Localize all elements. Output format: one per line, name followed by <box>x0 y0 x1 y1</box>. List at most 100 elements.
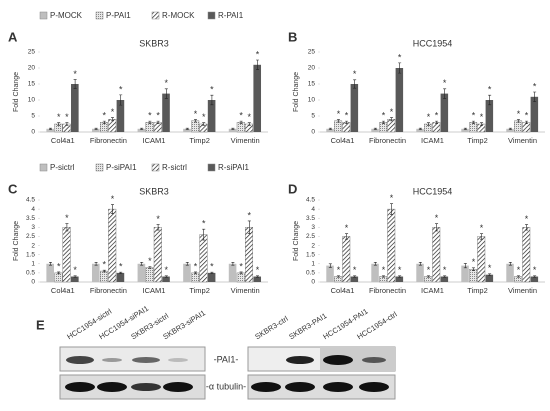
error-bar <box>193 271 197 275</box>
band <box>362 357 386 363</box>
error-bar <box>516 275 520 278</box>
significance-star: * <box>156 214 160 224</box>
significance-star: * <box>480 223 484 233</box>
significance-star: * <box>382 265 386 275</box>
error-bar <box>353 275 357 278</box>
bar <box>387 118 396 133</box>
band <box>97 382 127 392</box>
y-tick-label: 5 <box>31 113 35 120</box>
y-tick-label: 2.5 <box>306 233 315 240</box>
error-bar <box>426 275 430 278</box>
significance-star: * <box>111 194 115 204</box>
bar <box>334 276 343 283</box>
bar <box>207 100 216 132</box>
error-bar <box>202 228 206 241</box>
band <box>65 382 95 392</box>
error-bar <box>65 122 69 126</box>
legend-swatch <box>95 163 104 172</box>
legend-label: R-siPAI1 <box>218 163 250 172</box>
error-bar <box>508 262 512 266</box>
bar <box>371 263 379 282</box>
significance-star: * <box>345 110 349 120</box>
significance-star: * <box>390 193 394 203</box>
legend-swatch <box>151 11 160 20</box>
error-bar <box>247 220 251 235</box>
y-axis-title: Fold Change <box>293 221 300 261</box>
error-bar <box>488 94 492 106</box>
bar <box>137 128 146 132</box>
error-bar <box>525 120 529 124</box>
significance-star: * <box>443 78 447 88</box>
bar <box>485 100 494 132</box>
error-bar <box>185 127 189 130</box>
significance-star: * <box>202 112 206 122</box>
band <box>285 382 315 392</box>
significance-star: * <box>398 52 402 62</box>
error-bar <box>398 275 402 278</box>
error-bar <box>164 275 168 278</box>
band <box>131 383 161 391</box>
significance-star: * <box>337 265 341 275</box>
y-tick-label: 25 <box>308 49 316 56</box>
bar <box>191 120 200 133</box>
panel-label: B <box>288 29 297 44</box>
chart-title: SKBR3 <box>139 186 169 196</box>
bar <box>116 100 125 132</box>
error-bar <box>185 262 189 266</box>
legend-label: R-sictrl <box>162 163 187 172</box>
legend-label: P-PAI1 <box>106 11 131 20</box>
chart-title: HCC1954 <box>413 38 453 48</box>
bar <box>334 120 343 133</box>
y-tick-label: 10 <box>28 97 36 104</box>
bar <box>191 272 200 283</box>
significance-star: * <box>435 213 439 223</box>
significance-star: * <box>248 112 252 122</box>
error-bar <box>353 79 357 89</box>
band <box>286 356 314 364</box>
bar <box>145 267 154 283</box>
y-tick-label: 1 <box>31 260 35 267</box>
significance-star: * <box>148 256 152 266</box>
bar <box>416 263 424 282</box>
y-tick-label: 4.5 <box>306 197 315 204</box>
legend-swatch <box>207 163 216 172</box>
y-axis-title: Fold Change <box>13 221 20 261</box>
legend-label: P-sictrl <box>50 163 75 172</box>
significance-star: * <box>353 69 357 79</box>
error-bar <box>231 127 235 130</box>
error-bar <box>488 273 492 276</box>
significance-star: * <box>165 78 169 88</box>
error-bar <box>336 119 340 123</box>
y-tick-label: 3 <box>311 224 315 231</box>
bar <box>253 64 262 132</box>
y-tick-label: 0 <box>311 279 315 286</box>
bar <box>379 122 388 133</box>
significance-star: * <box>472 110 476 120</box>
error-bar <box>463 127 467 130</box>
error-bar <box>435 120 439 124</box>
significance-star: * <box>337 109 341 119</box>
bar <box>199 234 208 283</box>
y-tick-label: 1.5 <box>26 251 35 258</box>
band <box>251 382 281 392</box>
bar <box>461 128 469 132</box>
bar <box>108 118 117 133</box>
error-bar <box>239 120 243 124</box>
y-tick-label: 4 <box>311 206 315 213</box>
bar <box>71 276 79 282</box>
significance-star: * <box>472 257 476 267</box>
significance-star: * <box>239 110 243 120</box>
x-tick-label: Col4a1 <box>51 286 75 295</box>
error-bar <box>156 224 160 231</box>
bar <box>153 227 162 283</box>
error-bar <box>119 271 123 274</box>
bar <box>424 276 433 283</box>
x-tick-label: Timp2 <box>189 136 210 145</box>
y-tick-label: 2 <box>31 242 35 249</box>
error-bar <box>463 263 467 269</box>
error-bar <box>247 122 251 126</box>
significance-star: * <box>443 265 447 275</box>
error-bar <box>471 120 475 124</box>
bar <box>183 128 191 132</box>
error-bar <box>443 88 447 99</box>
